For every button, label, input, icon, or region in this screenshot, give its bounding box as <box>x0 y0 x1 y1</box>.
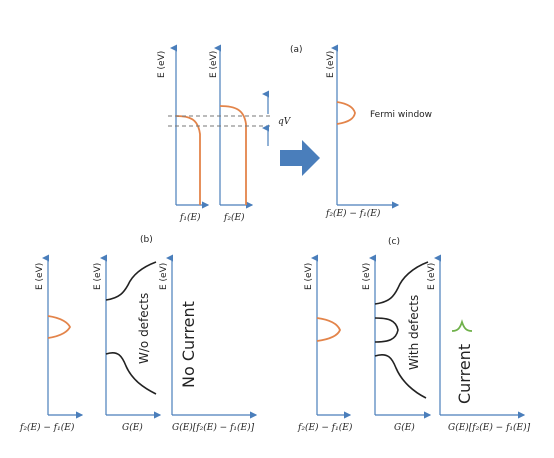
band-curve <box>105 261 157 301</box>
panel-b: (b) E (eV) f₂(E) − f₁(E) E (eV) G(E) W/o… <box>19 235 258 433</box>
axis-label: E (eV) <box>209 51 219 78</box>
axis-label: E (eV) <box>326 51 336 78</box>
window-label: Fermi window <box>370 110 432 120</box>
axis-label: f₂(E) − f₁(E) <box>297 422 353 433</box>
axis-label: E (eV) <box>35 263 45 290</box>
axis-label: G(E) <box>394 422 415 433</box>
band-curve <box>374 261 429 305</box>
axis-label: f₂(E) − f₁(E) <box>325 208 381 219</box>
axis-label: G(E) <box>122 422 143 433</box>
window-peak <box>316 317 341 342</box>
axis-label: E (eV) <box>159 263 169 290</box>
fermi-curve <box>175 115 201 205</box>
axis-label: E (eV) <box>157 51 167 78</box>
panel-label: (c) <box>388 237 400 247</box>
panel-c: (c) E (eV) f₂(E) − f₁(E) E (eV) G(E) Wit… <box>297 237 531 433</box>
axis-label: f₁(E) <box>179 212 201 223</box>
band-curve <box>374 353 427 399</box>
panel-label: (b) <box>140 235 153 245</box>
big-arrow <box>280 140 320 176</box>
axis-label: f₂(E) <box>223 212 245 223</box>
axis-label: E (eV) <box>427 263 437 290</box>
window-peak <box>47 315 72 339</box>
window-peak <box>336 101 356 125</box>
defect-peak <box>374 317 399 343</box>
curve-note: W/o defects <box>137 293 151 364</box>
fermi-curve <box>219 105 247 205</box>
axis-label: G(E)[f₂(E) − f₁(E)] <box>448 422 531 433</box>
current-peak <box>451 319 473 332</box>
panel-a: (a) E (eV) f₁(E) E (eV) f₂(E) qV E (eV) … <box>157 44 432 223</box>
axis-label: E (eV) <box>93 263 103 290</box>
panel-label: (a) <box>290 45 303 55</box>
band-curve <box>105 351 157 395</box>
axis-label: f₂(E) − f₁(E) <box>19 422 75 433</box>
axis-label: E (eV) <box>362 263 372 290</box>
axis-label: G(E)[f₂(E) − f₁(E)] <box>172 422 255 433</box>
curve-note: With defects <box>407 295 421 370</box>
current-note: No Current <box>179 301 198 388</box>
axis-label: E (eV) <box>304 263 314 290</box>
current-note: Current <box>455 344 474 404</box>
bias-label: qV <box>278 117 292 127</box>
